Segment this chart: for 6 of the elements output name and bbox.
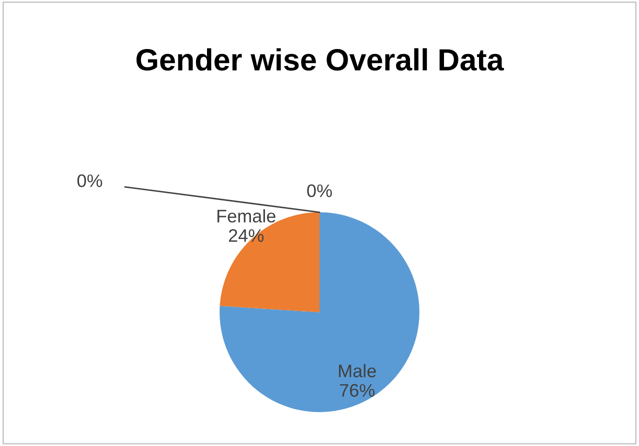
slice-label: Male	[339, 364, 376, 378]
slice-label: Female	[217, 209, 276, 223]
chart-title: Gender wise Overall Data	[136, 48, 504, 71]
text: 0%	[77, 174, 102, 188]
text: 0%	[307, 184, 332, 198]
data-label: 76%	[340, 384, 375, 397]
